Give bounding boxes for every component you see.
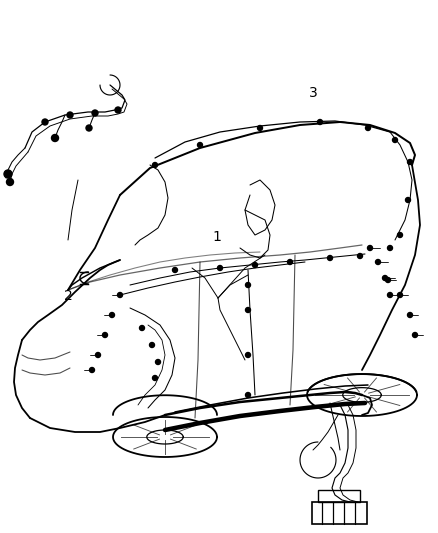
- Circle shape: [258, 125, 262, 131]
- Circle shape: [388, 246, 392, 251]
- Circle shape: [367, 246, 372, 251]
- Circle shape: [385, 278, 391, 282]
- Circle shape: [392, 138, 398, 142]
- Circle shape: [117, 293, 123, 297]
- Circle shape: [67, 112, 73, 118]
- Circle shape: [52, 134, 59, 141]
- Circle shape: [102, 333, 107, 337]
- Circle shape: [406, 198, 410, 203]
- Circle shape: [110, 312, 114, 318]
- Circle shape: [287, 260, 293, 264]
- Bar: [312, 502, 367, 524]
- Circle shape: [115, 107, 121, 113]
- Circle shape: [357, 254, 363, 259]
- Circle shape: [152, 376, 158, 381]
- Circle shape: [155, 359, 160, 365]
- Circle shape: [407, 312, 413, 318]
- Circle shape: [365, 125, 371, 131]
- Circle shape: [318, 119, 322, 125]
- Text: 2: 2: [64, 289, 72, 303]
- Circle shape: [218, 265, 223, 271]
- Text: 1: 1: [212, 230, 221, 244]
- Circle shape: [173, 268, 177, 272]
- Circle shape: [413, 333, 417, 337]
- Circle shape: [139, 326, 145, 330]
- Circle shape: [149, 343, 155, 348]
- Text: 3: 3: [309, 86, 318, 100]
- Bar: [318, 490, 360, 502]
- Circle shape: [398, 232, 403, 238]
- Circle shape: [246, 392, 251, 398]
- Circle shape: [92, 110, 98, 116]
- Circle shape: [382, 276, 388, 280]
- Circle shape: [95, 352, 100, 358]
- Circle shape: [152, 163, 158, 167]
- Circle shape: [328, 255, 332, 261]
- Circle shape: [398, 293, 403, 297]
- Circle shape: [89, 367, 95, 373]
- Circle shape: [252, 262, 258, 268]
- Circle shape: [86, 125, 92, 131]
- Circle shape: [246, 282, 251, 287]
- Circle shape: [42, 119, 48, 125]
- Circle shape: [388, 293, 392, 297]
- Circle shape: [246, 308, 251, 312]
- Circle shape: [198, 142, 202, 148]
- Circle shape: [407, 159, 413, 165]
- Circle shape: [375, 260, 381, 264]
- Circle shape: [4, 170, 12, 178]
- Circle shape: [246, 352, 251, 358]
- Circle shape: [7, 179, 14, 185]
